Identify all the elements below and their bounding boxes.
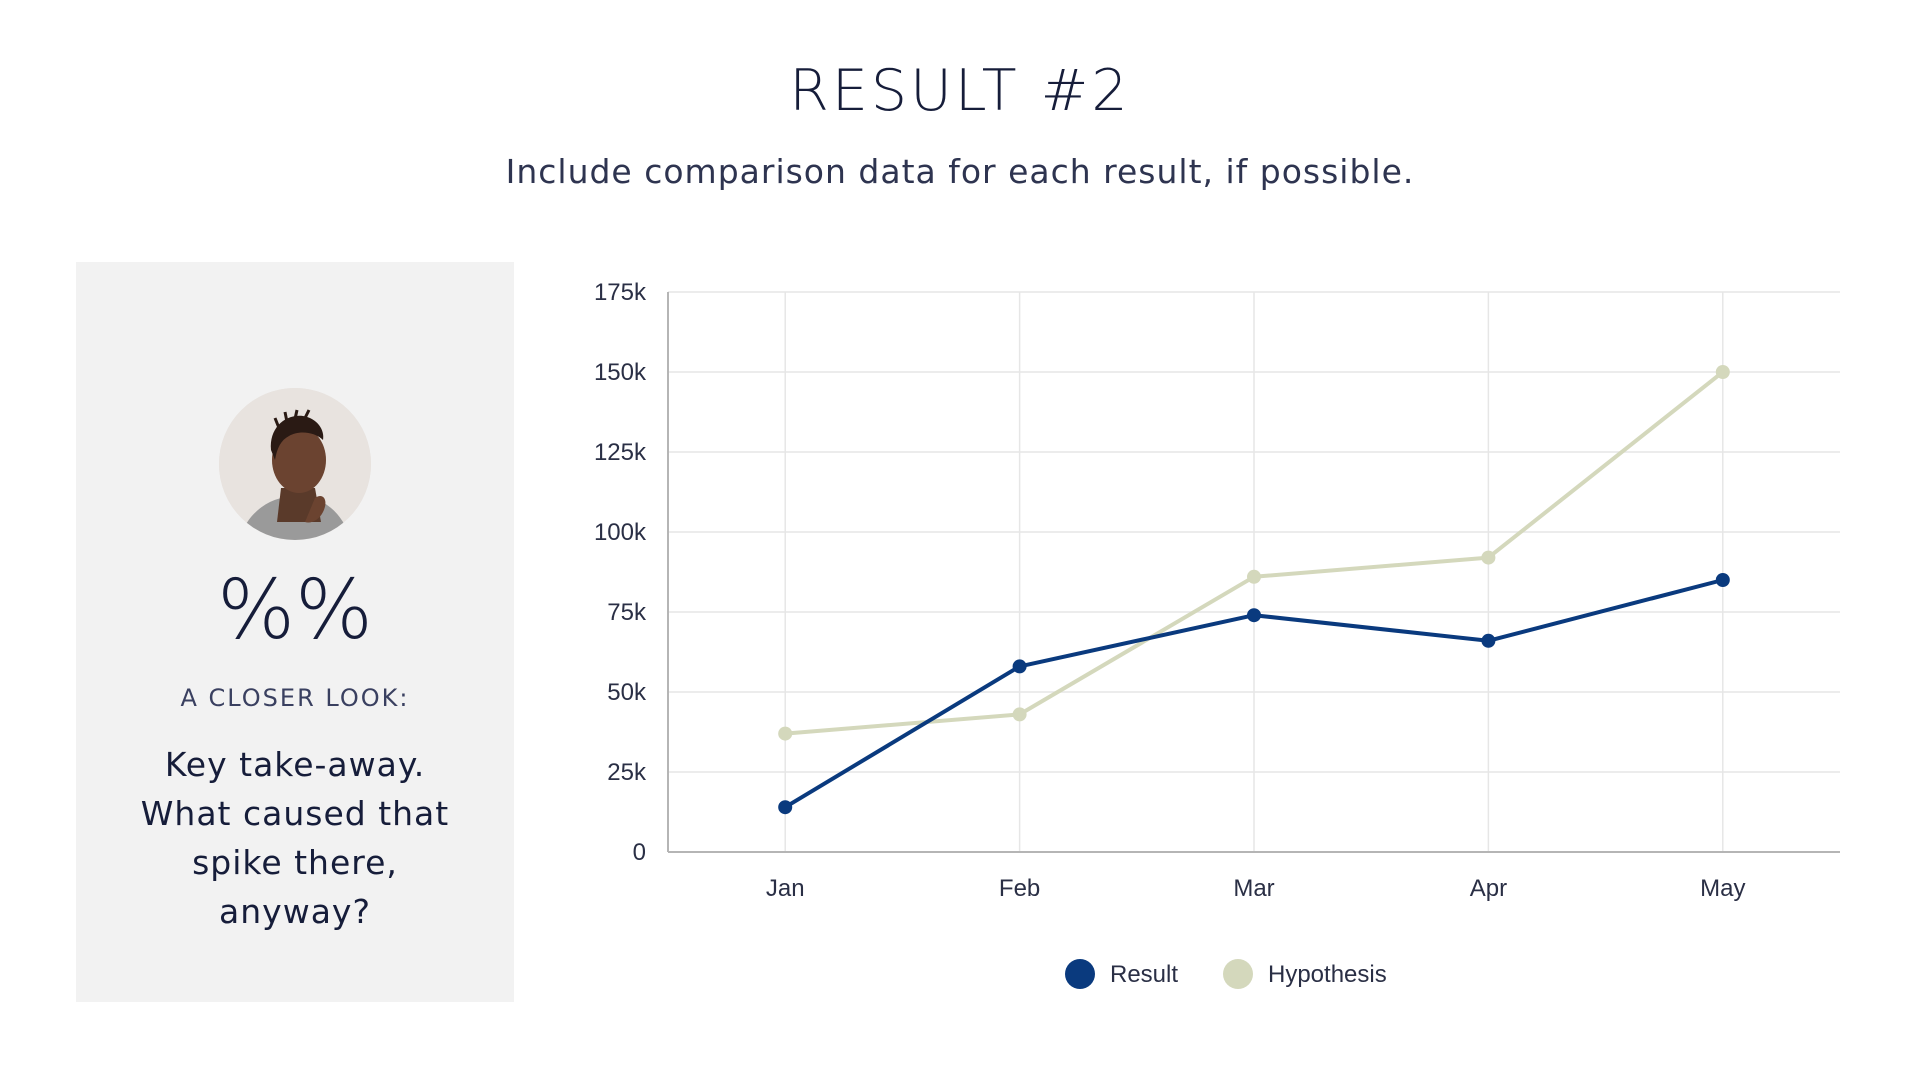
page-title: RESULT #2 [789, 58, 1131, 124]
takeaway-text: Key take-away. What caused that spike th… [140, 745, 450, 931]
x-tick-label: Apr [1470, 875, 1507, 902]
page-subtitle: Include comparison data for each result,… [505, 152, 1415, 191]
legend-label-hypothesis: Hypothesis [1268, 961, 1387, 988]
data-point-hypothesis [1715, 365, 1730, 379]
y-tick-label: 50k [607, 679, 647, 706]
person-portrait-icon [219, 388, 371, 540]
y-tick-label: 0 [633, 839, 646, 866]
data-point-result [1012, 659, 1027, 674]
line-chart: 0 25k 50k 75k 100k 125k 150k 175k Jan Feb Mar Apr Ma… [560, 270, 1860, 1010]
data-point-result [1247, 608, 1261, 623]
data-point-hypothesis [1481, 550, 1496, 565]
legend-marker-result [1065, 959, 1095, 989]
y-tick-label: 125k [594, 439, 647, 466]
big-stat: %% [217, 563, 373, 658]
y-tick-label: 175k [594, 279, 647, 306]
data-point-result [1481, 633, 1496, 648]
x-tick-label: Mar [1233, 875, 1274, 902]
data-point-result [778, 800, 793, 815]
data-point-hypothesis [1247, 569, 1261, 584]
data-point-result [1715, 573, 1730, 587]
closer-look-label: A CLOSER LOOK: [180, 684, 410, 712]
y-tick-label: 25k [607, 759, 647, 786]
y-tick-label: 100k [594, 519, 647, 546]
data-point-hypothesis [1012, 707, 1027, 722]
avatar [219, 388, 371, 540]
legend-label-result: Result [1110, 961, 1178, 988]
y-tick-label: 150k [594, 359, 647, 386]
chart-svg: 0 25k 50k 75k 100k 125k 150k 175k Jan Feb Mar Apr Ma… [594, 279, 1840, 989]
closer-look-card: %% A CLOSER LOOK: Key take-away. What ca… [76, 262, 514, 1002]
x-tick-label: Jan [766, 875, 805, 902]
y-tick-label: 75k [607, 599, 647, 626]
x-tick-label: May [1700, 875, 1745, 902]
x-tick-label: Feb [999, 875, 1040, 902]
data-point-hypothesis [778, 726, 793, 741]
legend-marker-hypothesis [1223, 959, 1253, 989]
